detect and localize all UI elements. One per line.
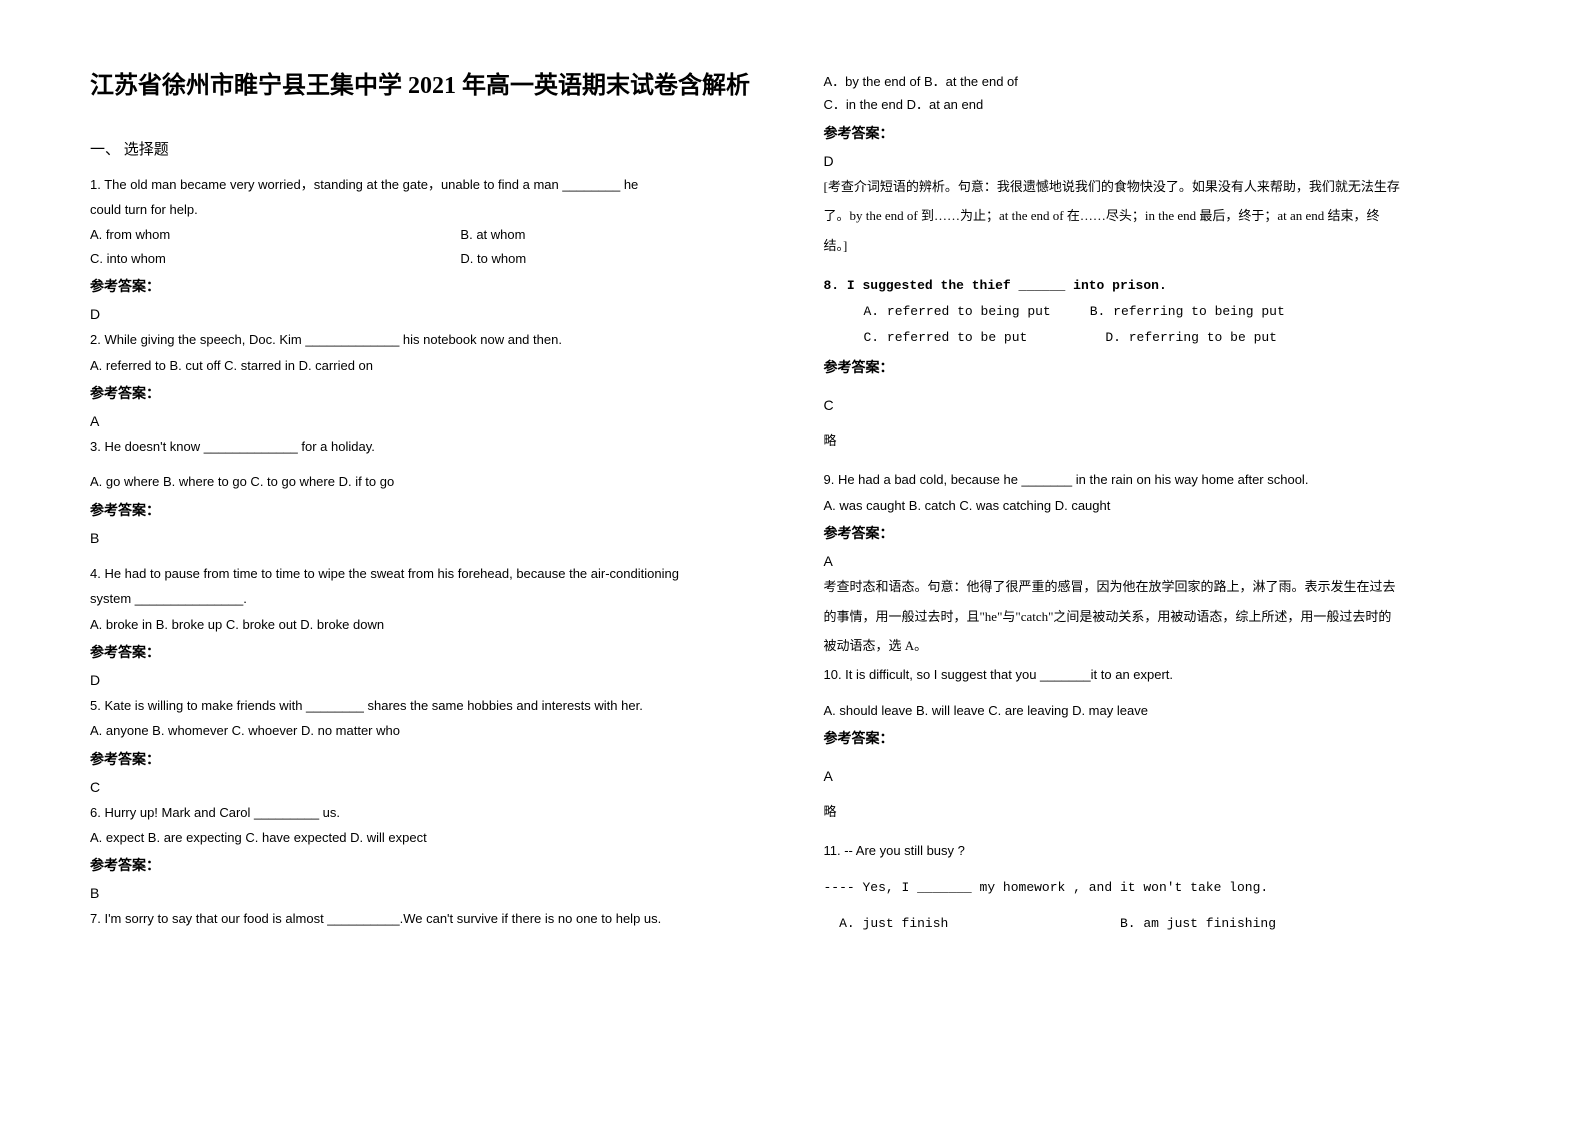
q7-options-cd: C．in the end D．at an end <box>824 93 1498 116</box>
q6-stem: 6. Hurry up! Mark and Carol _________ us… <box>90 801 764 824</box>
q8-opt-a: A. referred to being put <box>864 304 1051 319</box>
q8-opt-b: B. referring to being put <box>1090 304 1285 319</box>
answer-label: 参考答案： <box>90 642 764 662</box>
q11-opt-b: B. am just finishing <box>1120 916 1276 931</box>
q11-stem: 11. -- Are you still busy ? <box>824 839 1498 862</box>
q1-stem-2: could turn for help. <box>90 198 764 221</box>
q5-stem: 5. Kate is willing to make friends with … <box>90 694 764 717</box>
q3-options: A. go where B. where to go C. to go wher… <box>90 470 764 493</box>
q10-lue: 略 <box>824 800 1498 823</box>
q1-opt-a: A. from whom <box>90 223 460 246</box>
q1-stem-1: 1. The old man became very worried，stand… <box>90 173 764 196</box>
q7-answer: D <box>824 153 1498 169</box>
right-column: A．by the end of B．at the end of C．in the… <box>824 70 1498 1052</box>
q8-opt-c: C. referred to be put <box>864 330 1028 345</box>
q9-answer: A <box>824 553 1498 569</box>
answer-label: 参考答案： <box>90 749 764 769</box>
q6-answer: B <box>90 885 764 901</box>
q9-options: A. was caught B. catch C. was catching D… <box>824 494 1498 517</box>
q8-lue: 略 <box>824 429 1498 452</box>
section-header: 一、 选择题 <box>90 138 764 159</box>
q7-stem: 7. I'm sorry to say that our food is alm… <box>90 907 764 930</box>
q4-stem-2: system _______________. <box>90 587 764 610</box>
q8-opt-d: D. referring to be put <box>1105 330 1277 345</box>
q9-exp-3: 被动语态，选 A。 <box>824 634 1498 657</box>
q10-answer: A <box>824 768 1498 784</box>
q9-stem: 9. He had a bad cold, because he _______… <box>824 468 1498 491</box>
q6-options: A. expect B. are expecting C. have expec… <box>90 826 764 849</box>
q7-exp-3: 结。] <box>824 234 1498 257</box>
answer-label: 参考答案： <box>90 500 764 520</box>
q4-options: A. broke in B. broke up C. broke out D. … <box>90 613 764 636</box>
q7-exp-1: [考查介词短语的辨析。句意：我很遗憾地说我们的食物快没了。如果没有人来帮助，我们… <box>824 175 1498 198</box>
q7-exp-2: 了。by the end of 到……为止；at the end of 在……尽… <box>824 204 1498 227</box>
answer-label: 参考答案： <box>824 123 1498 143</box>
q1-answer: D <box>90 306 764 322</box>
q4-answer: D <box>90 672 764 688</box>
q10-stem: 10. It is difficult, so I suggest that y… <box>824 663 1498 686</box>
answer-label: 参考答案： <box>824 523 1498 543</box>
q8-stem: 8. I suggested the thief ______ into pri… <box>824 273 1498 299</box>
q3-answer: B <box>90 530 764 546</box>
answer-label: 参考答案： <box>90 855 764 875</box>
exam-title: 江苏省徐州市睢宁县王集中学 2021 年高一英语期末试卷含解析 <box>90 70 764 104</box>
answer-label: 参考答案： <box>90 276 764 296</box>
q10-options: A. should leave B. will leave C. are lea… <box>824 699 1498 722</box>
q7-options-ab: A．by the end of B．at the end of <box>824 70 1498 93</box>
q4-stem-1: 4. He had to pause from time to time to … <box>90 562 764 585</box>
q2-options: A. referred to B. cut off C. starred in … <box>90 354 764 377</box>
q5-answer: C <box>90 779 764 795</box>
q9-exp-1: 考查时态和语态。句意：他得了很严重的感冒，因为他在放学回家的路上，淋了雨。表示发… <box>824 575 1498 598</box>
answer-label: 参考答案： <box>90 383 764 403</box>
q5-options: A. anyone B. whomever C. whoever D. no m… <box>90 719 764 742</box>
q2-stem: 2. While giving the speech, Doc. Kim ___… <box>90 328 764 351</box>
q1-opt-c: C. into whom <box>90 247 460 270</box>
q3-stem: 3. He doesn't know _____________ for a h… <box>90 435 764 458</box>
answer-label: 参考答案： <box>824 357 1498 377</box>
q1-opt-d: D. to whom <box>460 247 526 270</box>
q11-line2: ---- Yes, I _______ my homework , and it… <box>824 875 1498 901</box>
q2-answer: A <box>90 413 764 429</box>
q1-opt-b: B. at whom <box>460 223 525 246</box>
q9-exp-2: 的事情，用一般过去时，且"he"与"catch"之间是被动关系，用被动语态，综上… <box>824 605 1498 628</box>
left-column: 江苏省徐州市睢宁县王集中学 2021 年高一英语期末试卷含解析 一、 选择题 1… <box>90 70 764 1052</box>
q8-answer: C <box>824 397 1498 413</box>
q11-opt-a: A. just finish <box>839 916 948 931</box>
answer-label: 参考答案： <box>824 728 1498 748</box>
